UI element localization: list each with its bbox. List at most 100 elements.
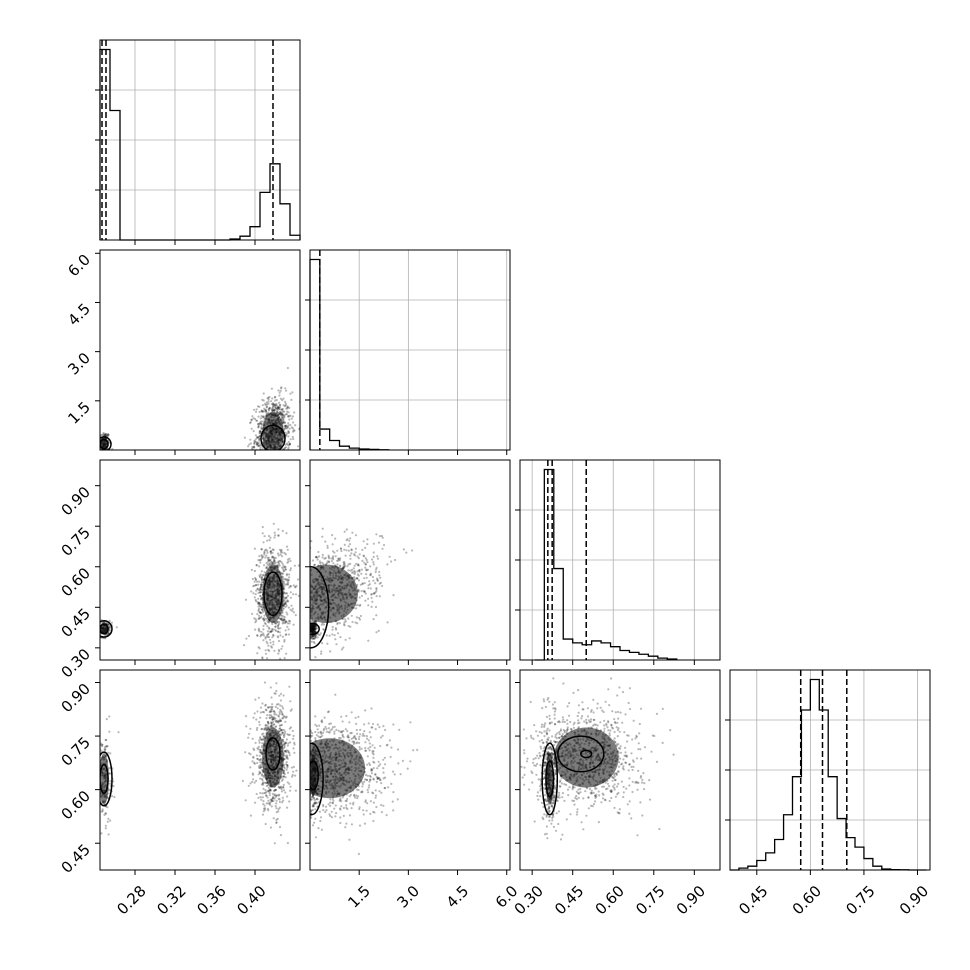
scatter-point — [106, 434, 109, 437]
scatter-point — [269, 463, 271, 465]
scatter-point — [97, 626, 99, 628]
scatter-point — [304, 769, 306, 771]
scatter-point — [260, 751, 263, 754]
scatter-point — [286, 426, 289, 429]
scatter-point — [280, 456, 282, 458]
scatter-point — [97, 775, 99, 777]
scatter-point — [294, 774, 297, 777]
scatter-point — [97, 777, 99, 779]
scatter-point — [271, 551, 274, 554]
scatter-point — [294, 586, 297, 589]
scatter-point — [301, 585, 303, 587]
scatter-point — [256, 419, 259, 422]
scatter-point — [334, 638, 337, 641]
scatter-point — [349, 557, 352, 560]
scatter-point — [360, 572, 363, 575]
scatter-point — [244, 598, 248, 601]
scatter-point — [258, 555, 261, 558]
scatter-point — [339, 547, 342, 550]
scatter-point — [281, 417, 284, 420]
scatter-point — [264, 726, 267, 729]
scatter-point — [261, 416, 264, 419]
scatter-point — [262, 781, 265, 784]
scatter-point — [255, 408, 258, 411]
scatter-point — [278, 720, 282, 723]
scatter-point — [274, 705, 277, 709]
scatter-point — [307, 638, 309, 640]
scatter-point — [256, 757, 259, 760]
scatter-point — [307, 806, 309, 808]
scatter-point — [282, 464, 284, 466]
scatter-point — [280, 560, 283, 564]
scatter-point — [287, 750, 290, 754]
scatter-point — [259, 587, 262, 591]
scatter-point — [262, 732, 265, 735]
scatter-point — [310, 809, 313, 812]
scatter-point — [260, 422, 263, 425]
scatter-point — [277, 408, 280, 411]
scatter-point — [282, 716, 285, 720]
scatter-point — [257, 773, 260, 776]
scatter-point — [231, 664, 233, 666]
scatter-point — [259, 711, 262, 714]
scatter-point — [104, 812, 107, 815]
scatter-point — [265, 476, 267, 478]
scatter-point — [97, 440, 99, 442]
scatter-point — [97, 787, 99, 789]
scatter-point — [259, 635, 262, 638]
scatter-point — [345, 539, 348, 542]
scatter-point — [247, 634, 250, 638]
scatter-point — [405, 551, 408, 554]
scatter-point — [283, 596, 286, 600]
scatter-point — [271, 555, 274, 558]
scatter-point — [363, 582, 366, 585]
scatter-point — [275, 398, 278, 402]
scatter-point — [259, 764, 262, 767]
scatter-point — [285, 620, 288, 623]
scatter-point — [276, 564, 279, 568]
scatter-point — [264, 652, 268, 655]
scatter-point — [258, 574, 261, 577]
scatter-point — [252, 585, 255, 588]
scatter-point — [355, 577, 358, 580]
scatter-point — [257, 469, 259, 471]
scatter-point — [285, 742, 288, 745]
scatter-point — [303, 771, 305, 773]
scatter-point — [264, 629, 266, 631]
scatter-point — [315, 725, 318, 728]
scatter-point — [270, 408, 273, 411]
scatter-point — [375, 631, 378, 634]
scatter-point — [272, 453, 274, 455]
scatter-point — [285, 738, 288, 741]
scatter-point — [331, 625, 334, 629]
scatter-point — [278, 711, 281, 714]
scatter-point — [107, 751, 110, 754]
scatter-point — [278, 712, 281, 716]
scatter-point — [273, 649, 276, 652]
scatter-point — [104, 812, 107, 815]
scatter-point — [272, 409, 276, 412]
scatter-point — [108, 730, 111, 733]
scatter-point — [276, 407, 279, 411]
scatter-point — [318, 634, 321, 637]
scatter-point — [267, 648, 270, 652]
scatter-point — [260, 461, 262, 463]
scatter-point — [265, 554, 268, 557]
scatter-point — [270, 463, 272, 465]
scatter-point — [307, 622, 309, 624]
scatter-point — [259, 765, 262, 768]
scatter-point — [277, 624, 280, 628]
scatter-point — [358, 604, 361, 607]
scatter-point — [358, 569, 361, 572]
scatter-point — [333, 732, 336, 735]
scatter-point — [293, 617, 295, 619]
scatter-point — [259, 737, 262, 740]
scatter-point — [355, 607, 358, 610]
scatter-point — [282, 572, 285, 575]
scatter-point — [265, 567, 268, 570]
scatter-point — [275, 689, 278, 693]
scatter-point — [284, 431, 287, 434]
scatter-point — [321, 556, 324, 559]
scatter-point — [284, 592, 287, 595]
scatter-point — [318, 560, 322, 563]
